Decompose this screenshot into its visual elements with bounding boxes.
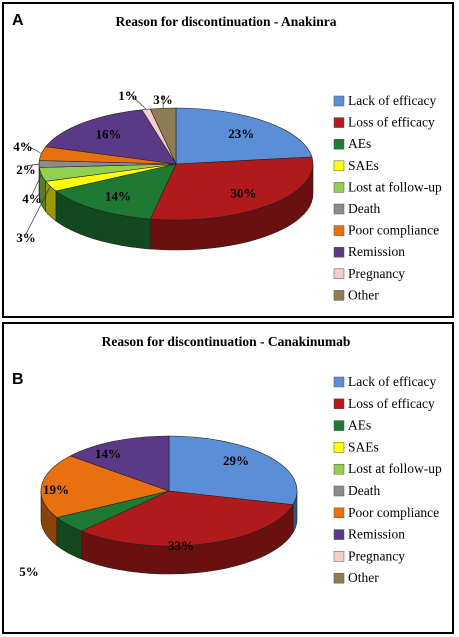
leader-line [127, 91, 147, 110]
legend-label-poor-compliance: Poor compliance [348, 505, 439, 520]
legend-swatch-remission [333, 529, 345, 540]
pie-chart-anakinra: A Reason for discontinuation - Anakinra … [12, 12, 442, 302]
leader-line [22, 142, 42, 154]
legend-swatch-death [333, 485, 345, 497]
legend-label-death: Death [348, 483, 380, 498]
slice-percent-label: 3% [16, 230, 36, 245]
legend-label-remission: Remission [348, 244, 405, 259]
slice-percent-label: 29% [223, 453, 249, 468]
chart-legend: Lack of efficacy Loss of efficacy AEs SAEs L… [333, 93, 442, 302]
leader-line [25, 186, 51, 235]
legend-label-lack-of-efficacy: Lack of efficacy [348, 93, 436, 108]
legend-swatch-lost-at-follow-up [333, 182, 345, 193]
legend-swatch-other [333, 290, 345, 301]
legend-label-pregnancy: Pregnancy [348, 266, 405, 281]
legend-label-aes: AEs [348, 418, 371, 433]
pie-slice-aes [55, 163, 177, 220]
legend-swatch-aes [333, 138, 345, 150]
pie-slice-poor-compliance [40, 455, 171, 518]
legend-swatch-death [333, 203, 345, 215]
slice-percent-label: 4% [13, 139, 33, 154]
slice-percent-label: 19% [43, 482, 69, 497]
pie-slice-other [149, 107, 177, 165]
legend-swatch-lack-of-efficacy [333, 376, 345, 388]
legend-swatch-pregnancy [333, 268, 345, 280]
pie-slices [38, 107, 314, 251]
slice-percent-label: 14% [105, 189, 131, 204]
slice-percent-label: 14% [95, 446, 121, 461]
legend-label-saes: SAEs [348, 439, 379, 454]
legend-label-remission: Remission [348, 527, 405, 542]
pie-slice-lack-of-efficacy [168, 435, 298, 506]
chart-title: Reason for discontinuation - Anakinra [115, 14, 336, 29]
legend-label-death: Death [348, 201, 380, 216]
legend-swatch-saes [333, 160, 345, 172]
slice-percent-label: 1% [118, 88, 138, 103]
pie-labels: 23% 30% 14% 3% 4% 2% 4% 16% 1% 3% [13, 88, 256, 245]
slice-percent-label: 3% [153, 92, 173, 107]
chart-panel-anakinra: A Reason for discontinuation - Anakinra … [2, 2, 454, 318]
legend-swatch-loss-of-efficacy [333, 117, 345, 128]
legend-swatch-other [333, 572, 345, 584]
panel-letter: B [12, 371, 24, 388]
legend-label-other: Other [348, 287, 379, 302]
legend-label-aes: AEs [348, 136, 371, 151]
chart-title: Reason for discontinuation - Canakinumab [102, 334, 351, 349]
chart-panel-canakinumab: B Reason for discontinuation - Canakinum… [2, 322, 454, 634]
legend-swatch-lost-at-follow-up [333, 463, 345, 475]
legend-label-loss-of-efficacy: Loss of efficacy [348, 396, 435, 411]
pie-slice-remission [69, 435, 170, 492]
slice-percent-label: 33% [168, 538, 194, 553]
legend-swatch-remission [333, 246, 345, 258]
pie-slice-remission [45, 109, 177, 165]
legend-swatch-lack-of-efficacy [333, 95, 345, 107]
pie-chart-canakinumab: B Reason for discontinuation - Canakinum… [12, 334, 442, 585]
legend-label-lack-of-efficacy: Lack of efficacy [348, 374, 436, 389]
leader-line [25, 163, 40, 167]
legend-label-pregnancy: Pregnancy [348, 548, 405, 563]
slice-percent-label: 16% [96, 127, 122, 142]
slice-percent-label: 30% [231, 185, 257, 200]
pie-labels: 29% 33% 5% 19% 14% [19, 446, 249, 579]
slice-percent-label: 23% [228, 126, 254, 141]
legend-label-poor-compliance: Poor compliance [348, 223, 439, 238]
legend-swatch-loss-of-efficacy [333, 398, 345, 410]
legend-label-loss-of-efficacy: Loss of efficacy [348, 115, 435, 130]
pie-slice-lack-of-efficacy [175, 107, 313, 165]
legend-label-other: Other [348, 570, 379, 585]
pie-slices [40, 435, 298, 575]
pie-slice-loss-of-efficacy [149, 156, 314, 221]
panel-letter: A [12, 12, 24, 29]
legend-label-lost-at-follow-up: Lost at follow-up [348, 461, 442, 476]
chart-legend: Lack of efficacy Loss of efficacy AEs SAEs L… [333, 374, 442, 585]
legend-label-saes: SAEs [348, 158, 379, 173]
slice-percent-label: 4% [22, 191, 42, 206]
legend-swatch-poor-compliance [333, 225, 345, 236]
legend-swatch-pregnancy [333, 551, 345, 562]
legend-label-lost-at-follow-up: Lost at follow-up [348, 179, 442, 194]
legend-swatch-poor-compliance [333, 507, 345, 519]
pie-slice-loss-of-efficacy [80, 490, 294, 547]
legend-swatch-saes [333, 442, 345, 453]
leader-line [31, 174, 42, 196]
slice-percent-label: 5% [19, 564, 39, 579]
slice-percent-label: 2% [16, 162, 36, 177]
legend-swatch-aes [333, 420, 345, 431]
